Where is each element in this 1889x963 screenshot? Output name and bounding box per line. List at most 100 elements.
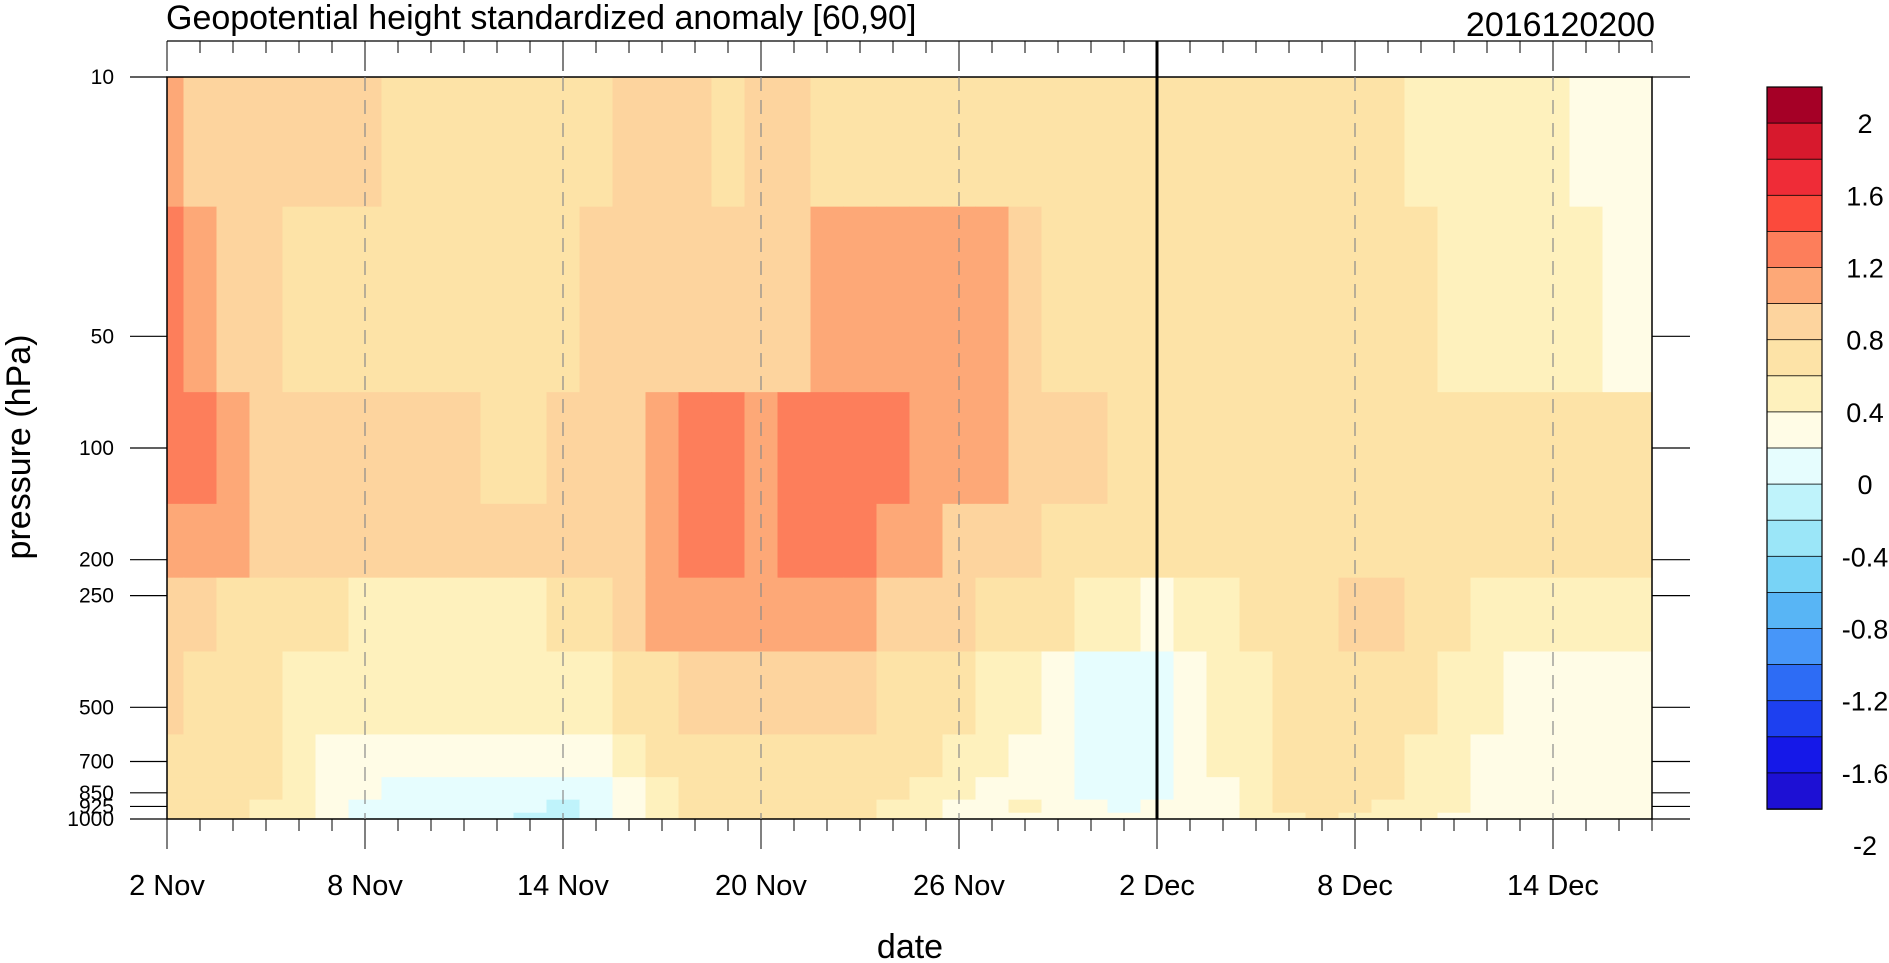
heatmap-cell bbox=[381, 777, 416, 801]
heatmap-cell bbox=[1305, 734, 1340, 778]
heatmap-cell bbox=[1041, 77, 1076, 208]
heatmap-cell bbox=[381, 799, 416, 814]
heatmap-cell bbox=[1173, 651, 1208, 736]
heatmap-cell bbox=[711, 392, 746, 505]
heatmap-cell bbox=[1569, 799, 1604, 814]
heatmap-cell bbox=[447, 392, 482, 505]
heatmap-cell bbox=[777, 799, 812, 814]
heatmap-cell bbox=[216, 651, 251, 736]
heatmap-cell bbox=[777, 392, 812, 505]
heatmap-cell bbox=[1338, 77, 1373, 208]
heatmap-cell bbox=[1437, 734, 1472, 778]
heatmap-cell bbox=[876, 77, 911, 208]
heatmap-cell bbox=[1008, 503, 1043, 579]
heatmap-cell bbox=[1074, 392, 1109, 505]
heatmap-cell bbox=[1272, 777, 1307, 801]
heatmap-cell bbox=[1371, 392, 1406, 505]
heatmap-cell bbox=[1470, 812, 1505, 820]
heatmap-cell bbox=[1569, 777, 1604, 801]
heatmap-cell bbox=[480, 777, 515, 801]
heatmap-cell bbox=[1272, 577, 1307, 653]
heatmap-cell bbox=[216, 77, 251, 208]
heatmap-cell bbox=[480, 799, 515, 814]
heatmap-cell bbox=[1437, 799, 1472, 814]
heatmap-cell bbox=[1569, 392, 1604, 505]
heatmap-cell bbox=[1371, 503, 1406, 579]
x-axis-label: date bbox=[877, 928, 943, 963]
heatmap-cell bbox=[167, 206, 185, 393]
heatmap-cell bbox=[810, 812, 845, 820]
heatmap-cell bbox=[1635, 812, 1653, 820]
heatmap-cell bbox=[183, 777, 218, 801]
heatmap-cell bbox=[1569, 577, 1604, 653]
heatmap-cell bbox=[414, 734, 449, 778]
heatmap-cell bbox=[1371, 77, 1406, 208]
heatmap-cell bbox=[1041, 503, 1076, 579]
heatmap-cell bbox=[1041, 651, 1076, 736]
heatmap-cell bbox=[167, 392, 185, 505]
heatmap-cell bbox=[1404, 503, 1439, 579]
heatmap-cell bbox=[381, 734, 416, 778]
heatmap-cell bbox=[678, 77, 713, 208]
heatmap-cell bbox=[414, 799, 449, 814]
heatmap-cell bbox=[1470, 651, 1505, 736]
chart-title: Geopotential height standardized anomaly… bbox=[166, 0, 916, 37]
heatmap-cell bbox=[1173, 392, 1208, 505]
heatmap-cell bbox=[1041, 734, 1076, 778]
heatmap-cell bbox=[183, 812, 218, 820]
heatmap-cell bbox=[1602, 206, 1637, 393]
heatmap-cell bbox=[1569, 206, 1604, 393]
heatmap-cell bbox=[183, 734, 218, 778]
heatmap-cell bbox=[282, 392, 317, 505]
heatmap-cell bbox=[1635, 734, 1653, 778]
heatmap-cell bbox=[183, 392, 218, 505]
heatmap-cell bbox=[1305, 503, 1340, 579]
heatmap-cell bbox=[975, 392, 1010, 505]
colorbar-swatch bbox=[1766, 447, 1823, 485]
heatmap-cell bbox=[843, 503, 878, 579]
heatmap-cell bbox=[711, 812, 746, 820]
x-tick-label: 8 Nov bbox=[327, 870, 403, 902]
heatmap-cell bbox=[1272, 392, 1307, 505]
heatmap-cell bbox=[1635, 799, 1653, 814]
heatmap-cell bbox=[645, 206, 680, 393]
heatmap-cell bbox=[810, 777, 845, 801]
x-tick-label: 2 Nov bbox=[129, 870, 205, 902]
heatmap-cell bbox=[315, 734, 350, 778]
heatmap-cell bbox=[1074, 577, 1109, 653]
heatmap-cell bbox=[216, 206, 251, 393]
heatmap-cell bbox=[1404, 777, 1439, 801]
heatmap-cell bbox=[1206, 392, 1241, 505]
heatmap-cell bbox=[645, 734, 680, 778]
heatmap-cell bbox=[1536, 799, 1571, 814]
heatmap-cell bbox=[315, 777, 350, 801]
heatmap-cell bbox=[414, 77, 449, 208]
heatmap-cell bbox=[282, 777, 317, 801]
heatmap-cell bbox=[1107, 577, 1142, 653]
heatmap-cell bbox=[843, 777, 878, 801]
heatmap-cell bbox=[1239, 392, 1274, 505]
heatmap-cell bbox=[942, 799, 977, 814]
heatmap-cell bbox=[480, 77, 515, 208]
heatmap-cell bbox=[975, 651, 1010, 736]
heatmap-cell bbox=[1305, 799, 1340, 814]
heatmap-cell bbox=[843, 206, 878, 393]
heatmap-cell bbox=[777, 812, 812, 820]
colorbar-label: 1.6 bbox=[1846, 181, 1884, 211]
heatmap-cell bbox=[711, 777, 746, 801]
heatmap-cell bbox=[645, 799, 680, 814]
heatmap-cell bbox=[1239, 206, 1274, 393]
heatmap-cell bbox=[678, 206, 713, 393]
colorbar-swatch bbox=[1766, 230, 1823, 269]
colorbar-label: 2 bbox=[1857, 109, 1872, 139]
heatmap-cell bbox=[1008, 577, 1043, 653]
heatmap-cell bbox=[579, 651, 614, 736]
heatmap-cell bbox=[1107, 503, 1142, 579]
heatmap-cell bbox=[843, 734, 878, 778]
heatmap-cell bbox=[1206, 503, 1241, 579]
heatmap-cell bbox=[216, 777, 251, 801]
heatmap-cell bbox=[612, 777, 647, 801]
heatmap-cell bbox=[1173, 577, 1208, 653]
heatmap-cell bbox=[1503, 206, 1538, 393]
heatmap-cell bbox=[975, 77, 1010, 208]
